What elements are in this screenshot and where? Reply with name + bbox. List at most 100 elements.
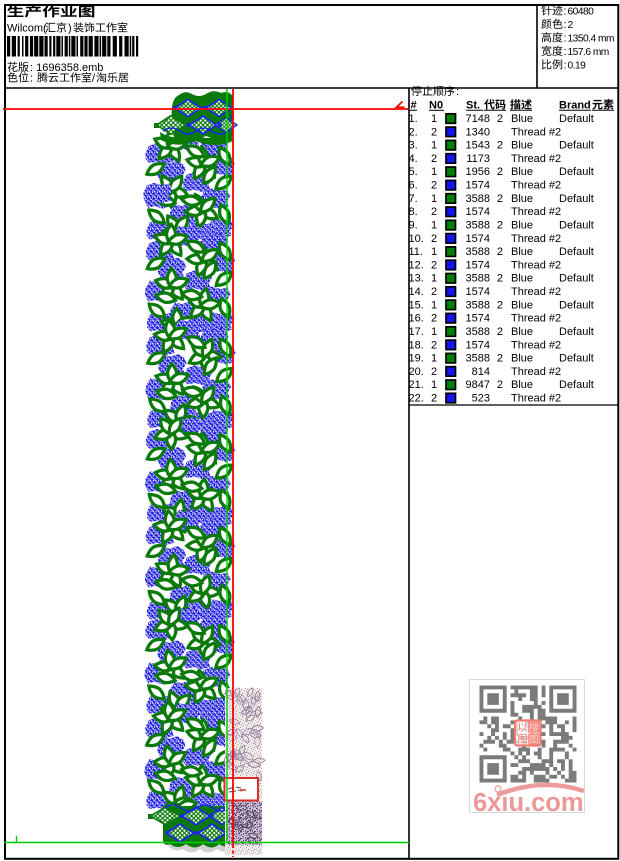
svg-text:Thread #2: Thread #2: [511, 286, 561, 298]
svg-text:Default: Default: [559, 326, 594, 338]
svg-text:19.: 19.: [409, 353, 424, 365]
svg-text:2: 2: [431, 393, 437, 405]
svg-text::: :: [30, 73, 33, 85]
svg-text:1173: 1173: [466, 153, 490, 165]
svg-text:1574: 1574: [466, 259, 490, 271]
svg-text:2: 2: [497, 220, 503, 232]
svg-text:N0: N0: [429, 100, 443, 112]
svg-text:1574: 1574: [466, 313, 490, 325]
svg-text:1: 1: [431, 220, 437, 232]
svg-text:15.: 15.: [409, 299, 424, 311]
svg-text:1: 1: [431, 246, 437, 258]
svg-text:3588: 3588: [466, 299, 490, 311]
svg-text::: :: [564, 33, 567, 45]
svg-text:3588: 3588: [466, 326, 490, 338]
svg-text:2: 2: [497, 326, 503, 338]
svg-text:12.: 12.: [409, 259, 424, 271]
svg-text:2: 2: [497, 379, 503, 391]
svg-text:2: 2: [431, 206, 437, 218]
svg-text:2: 2: [568, 20, 574, 31]
svg-text:7.: 7.: [409, 193, 418, 205]
svg-text:Thread #2: Thread #2: [511, 153, 561, 165]
svg-text:6xiu.com: 6xiu.com: [473, 789, 584, 817]
svg-text:Blue: Blue: [511, 193, 533, 205]
svg-text:1956: 1956: [466, 166, 490, 178]
svg-text:1574: 1574: [466, 233, 490, 245]
svg-text:2: 2: [431, 180, 437, 192]
svg-text:2.: 2.: [409, 126, 418, 138]
svg-text:1: 1: [431, 140, 437, 152]
svg-text:Thread #2: Thread #2: [511, 339, 561, 351]
svg-text:Thread #2: Thread #2: [511, 180, 561, 192]
svg-text:2: 2: [431, 286, 437, 298]
svg-text:814: 814: [472, 366, 490, 378]
svg-text:Default: Default: [559, 113, 594, 125]
svg-text:2: 2: [497, 273, 503, 285]
svg-text:2: 2: [431, 259, 437, 271]
svg-text:Thread #2: Thread #2: [511, 313, 561, 325]
svg-text:St.: St.: [466, 100, 480, 112]
svg-text:2: 2: [431, 366, 437, 378]
svg-text::: :: [564, 6, 567, 18]
svg-text:1340: 1340: [466, 126, 490, 138]
svg-text:16.: 16.: [409, 313, 424, 325]
svg-text:20.: 20.: [409, 366, 424, 378]
svg-text:17.: 17.: [409, 326, 424, 338]
svg-text:Thread #2: Thread #2: [511, 233, 561, 245]
svg-text:1350.4 mm: 1350.4 mm: [568, 34, 614, 45]
svg-text:Default: Default: [559, 166, 594, 178]
svg-text:1: 1: [431, 379, 437, 391]
svg-text:2: 2: [497, 193, 503, 205]
svg-text:2: 2: [497, 113, 503, 125]
svg-text:2: 2: [497, 353, 503, 365]
svg-text:1: 1: [431, 273, 437, 285]
svg-text:Brand: Brand: [559, 100, 591, 112]
svg-text:Default: Default: [559, 379, 594, 391]
svg-text:5.: 5.: [409, 166, 418, 178]
svg-text:7148: 7148: [466, 113, 490, 125]
svg-text:): ): [68, 23, 72, 35]
svg-text:9847: 9847: [466, 379, 490, 391]
svg-text:Blue: Blue: [511, 246, 533, 258]
svg-text:1.: 1.: [409, 113, 418, 125]
svg-text:1574: 1574: [466, 339, 490, 351]
svg-text:1: 1: [431, 193, 437, 205]
svg-text:2: 2: [431, 153, 437, 165]
svg-text:2: 2: [497, 166, 503, 178]
svg-text:3588: 3588: [466, 220, 490, 232]
svg-text:157.6 mm: 157.6 mm: [568, 47, 609, 58]
svg-text:2: 2: [431, 126, 437, 138]
svg-text:3588: 3588: [466, 193, 490, 205]
svg-text:/: /: [92, 73, 96, 85]
svg-text:Wilcom(: Wilcom(: [7, 23, 47, 35]
svg-text:2: 2: [431, 313, 437, 325]
svg-text:21.: 21.: [409, 379, 424, 391]
svg-text:Blue: Blue: [511, 140, 533, 152]
svg-text:1: 1: [431, 326, 437, 338]
svg-text:18.: 18.: [409, 339, 424, 351]
svg-text:60480: 60480: [568, 7, 595, 18]
svg-text:1: 1: [431, 299, 437, 311]
svg-text:Thread #2: Thread #2: [511, 259, 561, 271]
svg-text:1: 1: [431, 166, 437, 178]
svg-text:4.: 4.: [409, 153, 418, 165]
svg-text:Default: Default: [559, 273, 594, 285]
svg-text:1574: 1574: [466, 286, 490, 298]
svg-text:3588: 3588: [466, 273, 490, 285]
svg-text:10.: 10.: [409, 233, 424, 245]
svg-text::: :: [564, 60, 567, 72]
svg-text:1: 1: [431, 113, 437, 125]
svg-text:Thread #2: Thread #2: [511, 366, 561, 378]
svg-text:Thread #2: Thread #2: [511, 126, 561, 138]
svg-text:22.: 22.: [409, 393, 424, 405]
svg-text:Default: Default: [559, 193, 594, 205]
svg-text:#: #: [411, 100, 417, 112]
svg-text:1574: 1574: [466, 206, 490, 218]
svg-text:9.: 9.: [409, 220, 418, 232]
svg-text:Default: Default: [559, 246, 594, 258]
svg-text:2: 2: [431, 233, 437, 245]
svg-text:3588: 3588: [466, 353, 490, 365]
svg-text:Default: Default: [559, 220, 594, 232]
svg-text:6.: 6.: [409, 180, 418, 192]
svg-text:3588: 3588: [466, 246, 490, 258]
